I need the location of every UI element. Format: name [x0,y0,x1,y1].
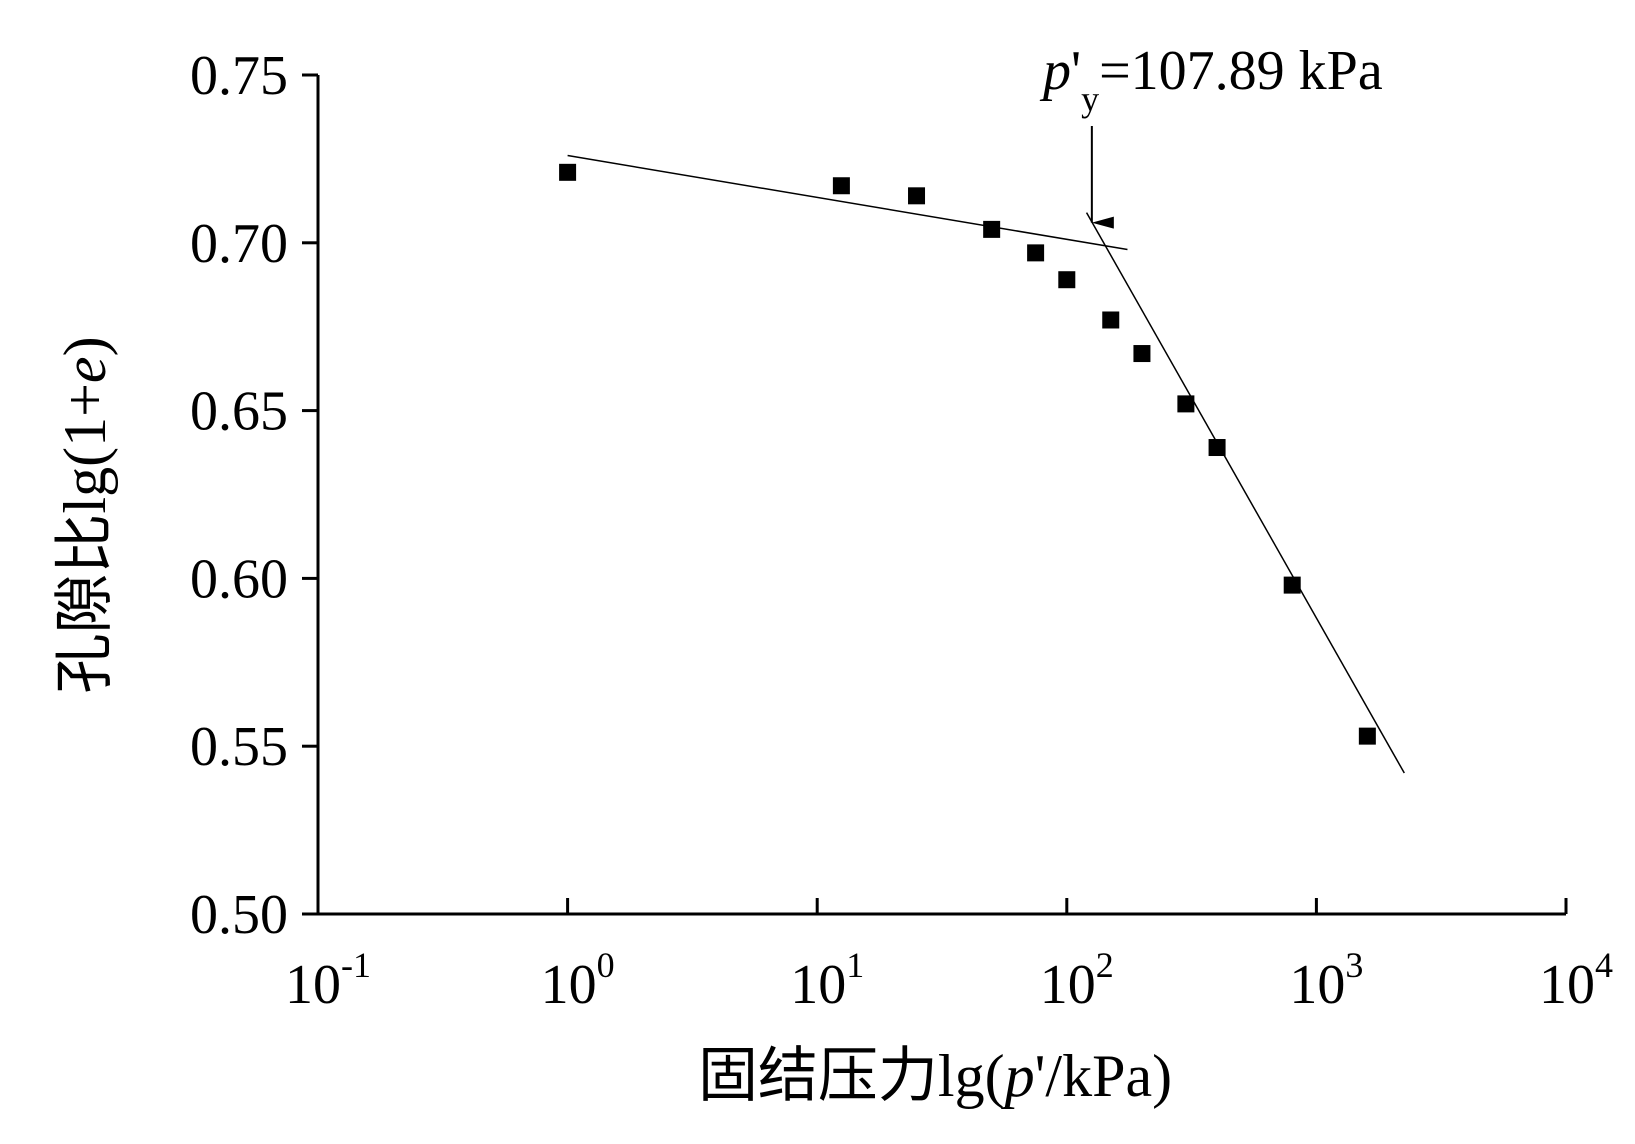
x-tick-label: 102 [1040,945,1114,1016]
x-tick-base: 10 [285,954,341,1016]
x-axis-title-suffix: '/kPa) [1035,1043,1172,1109]
x-tick-base: 10 [1289,954,1345,1016]
fit-line-pre-yield [567,154,1128,251]
data-point [832,177,850,195]
x-tick-label: 10-1 [285,945,371,1016]
x-tick-label: 104 [1539,945,1613,1016]
axes [316,75,1566,916]
fit-line-post-yield [1085,212,1405,774]
y-tick-label: 0.50 [190,884,288,946]
data-point [1102,311,1120,329]
annotation-prime: ' [1071,40,1081,102]
y-tick-label: 0.70 [190,213,288,275]
data-point [1027,244,1045,262]
x-tick-exponent: 2 [1096,945,1114,985]
x-tick-label: 101 [790,945,864,1016]
y-tick-label: 0.75 [190,45,288,107]
data-point [1133,345,1151,363]
y-axis-title: 孔隙比lg(1+e) [52,336,118,693]
x-tick-base: 10 [541,954,597,1016]
x-tick-label: 103 [1289,945,1363,1016]
x-axis-title: 固结压力lg(p'/kPa) [698,1043,1172,1109]
x-tick-base: 10 [1040,954,1096,1016]
data-point [1283,576,1301,594]
x-axis-title-var: p [1001,1043,1035,1109]
y-tick-label: 0.60 [190,548,288,610]
x-tick-label: 100 [541,945,615,1016]
x-tick-base: 10 [1539,954,1595,1016]
data-point [1208,439,1226,457]
data-point [1358,727,1376,745]
data-points [559,163,1376,745]
y-axis-title-suffix: ) [52,336,118,356]
yield-stress-annotation: p'y=107.89 kPa [1039,40,1383,229]
fit-lines [567,154,1405,774]
annotation-value: =107.89 kPa [1099,40,1383,102]
annotation-subscript: y [1081,79,1099,119]
annotation-text: p'y=107.89 kPa [1039,40,1383,119]
y-axis-title-var: e [52,356,118,383]
data-point [559,163,577,181]
x-tick-exponent: -1 [341,945,371,985]
x-tick-exponent: 0 [597,945,615,985]
data-point [1177,395,1195,413]
data-point [983,220,1001,238]
x-tick-exponent: 4 [1595,945,1613,985]
x-ticks: 10-1 100 101 102 103 104 [285,898,1613,1016]
data-point [908,187,926,205]
x-tick-base: 10 [790,954,846,1016]
data-point [1058,271,1076,289]
y-axis-title-prefix: 孔隙比lg(1+ [52,383,118,694]
x-tick-exponent: 3 [1345,945,1363,985]
x-tick-exponent: 1 [846,945,864,985]
y-tick-label: 0.55 [190,716,288,778]
y-tick-label: 0.65 [190,381,288,443]
y-ticks: 0.50 0.55 0.60 0.65 0.70 0.75 [190,45,318,946]
x-axis-title-prefix: 固结压力lg( [698,1043,1005,1109]
annotation-var: p [1039,40,1071,102]
